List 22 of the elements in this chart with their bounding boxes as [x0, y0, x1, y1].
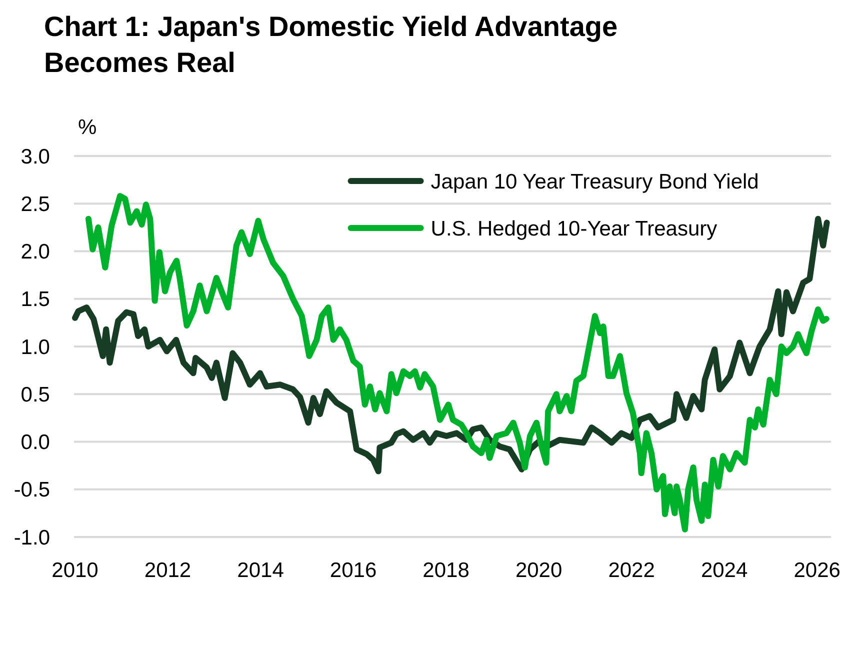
y-tick-label: -1.0: [14, 526, 50, 550]
x-tick-label: 2010: [52, 559, 98, 582]
x-tick-label: 2026: [794, 559, 840, 582]
x-tick-label: 2024: [700, 559, 748, 582]
chart-title: Chart 1: Japan's Domestic Yield Advantage Becomes Real: [44, 11, 618, 78]
x-tick-label: 2018: [422, 559, 470, 582]
y-tick-label: 1.5: [20, 288, 50, 312]
y-tick-label: 3.0: [20, 145, 50, 168]
x-tick-label: 2014: [237, 559, 284, 582]
y-axis-title: %: [78, 116, 97, 139]
legend-label: U.S. Hedged 10-Year Treasury: [430, 217, 718, 240]
y-tick-label: -0.5: [14, 478, 50, 502]
y-tick-label: 2.5: [20, 192, 50, 216]
x-tick-label: 2012: [144, 559, 192, 582]
x-tick-label: 2022: [608, 559, 655, 582]
y-tick-label: 0.5: [20, 383, 50, 406]
x-tick-label: 2020: [515, 559, 562, 582]
y-tick-label: 1.0: [20, 336, 50, 359]
y-tick-label: 2.0: [20, 240, 50, 264]
legend-label: Japan 10 Year Treasury Bond Yield: [430, 170, 759, 194]
x-tick-label: 2016: [330, 559, 377, 582]
y-tick-label: 0.0: [20, 431, 50, 454]
